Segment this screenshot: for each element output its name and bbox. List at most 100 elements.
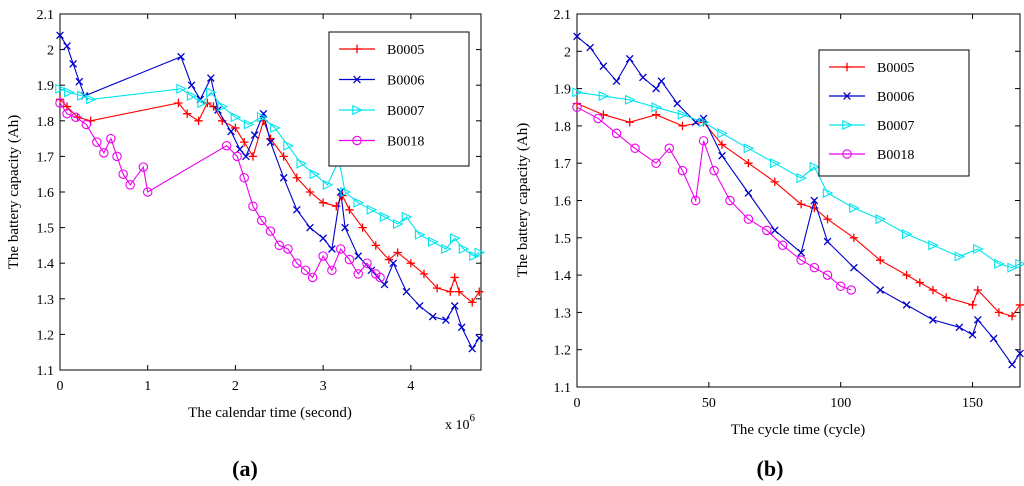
data-point: [941, 293, 951, 302]
data-point: [457, 323, 466, 332]
series-layer: [55, 31, 486, 353]
data-point: [677, 109, 689, 120]
data-point: [657, 77, 666, 85]
data-point: [187, 81, 196, 90]
data-point: [994, 258, 1005, 269]
data-point: [209, 102, 218, 111]
data-point: [259, 109, 268, 118]
data-point: [625, 54, 634, 63]
data-point: [973, 243, 984, 255]
series-line: [59, 102, 381, 279]
x-axis-multiplier-base: x 10: [445, 418, 470, 433]
data-point: [279, 173, 288, 182]
y-tick-label: 1.7: [37, 150, 55, 165]
y-axis-ticks: 1.1 1.2 1.3 1.4 1.5 1.6 1.7 1.8 1.9 2 2.1: [554, 8, 1020, 396]
series-line: [576, 106, 852, 291]
data-point: [270, 122, 281, 133]
data-point: [593, 113, 603, 124]
data-point: [265, 226, 276, 236]
data-point: [341, 223, 349, 232]
data-point: [442, 316, 450, 325]
y-axis-label: The battery capacity (Ah): [6, 115, 22, 270]
data-point: [725, 195, 735, 206]
panel-label: (b): [757, 456, 784, 481]
y-tick-label: 1.7: [554, 157, 572, 172]
data-point: [678, 121, 687, 131]
data-point: [248, 201, 258, 211]
chart-panel-a: 1.1 1.2 1.3 1.4 1.5 1.6 1.7 1.8 1.9 2 2.1 0 1 2 3 4 Th…: [6, 8, 486, 481]
y-tick-label: 1.5: [37, 222, 55, 237]
data-point: [328, 245, 336, 253]
x-axis-ticks: 0 1 2 3 4: [57, 14, 414, 394]
data-point: [414, 229, 426, 240]
data-point: [274, 240, 285, 251]
data-point: [69, 59, 78, 68]
data-point: [85, 94, 97, 105]
y-tick-label: 1.2: [554, 344, 572, 359]
data-point: [138, 162, 149, 172]
data-point: [450, 273, 459, 282]
data-point: [217, 101, 229, 112]
legend-item: B0007: [829, 119, 914, 134]
x-tick-label: 3: [320, 379, 327, 394]
data-point: [902, 270, 911, 280]
data-point: [449, 233, 461, 244]
legend-item: B0006: [829, 90, 914, 105]
data-point: [419, 269, 429, 279]
y-tick-label: 1.8: [554, 120, 572, 135]
legend-box: [818, 49, 970, 177]
data-point: [475, 287, 484, 296]
data-point: [318, 251, 328, 261]
panel-label: (a): [232, 456, 258, 481]
y-tick-label: 2.1: [554, 8, 572, 23]
data-point: [401, 211, 413, 222]
data-point: [743, 143, 755, 154]
data-point: [296, 158, 308, 169]
data-point: [973, 316, 982, 324]
legend-box: [328, 31, 470, 167]
data-point: [475, 334, 484, 342]
data-point: [55, 83, 66, 94]
series-b0006: [573, 32, 1024, 369]
data-point: [630, 143, 640, 154]
data-point: [332, 202, 341, 211]
x-axis-multiplier-exponent: 6: [470, 412, 476, 424]
data-point: [611, 128, 622, 139]
data-point: [454, 287, 464, 296]
y-tick-label: 1.1: [37, 364, 55, 379]
data-point: [292, 205, 301, 214]
series-line: [59, 99, 480, 304]
data-point: [928, 240, 939, 251]
data-point: [384, 255, 394, 264]
legend-marker: [843, 92, 851, 100]
data-point: [1007, 262, 1019, 273]
data-point: [625, 117, 634, 127]
series-line: [59, 88, 480, 257]
data-point: [112, 151, 122, 162]
data-point: [197, 97, 209, 109]
data-point: [664, 143, 675, 154]
data-point: [227, 127, 235, 136]
data-point: [174, 98, 183, 108]
data-point: [380, 280, 389, 289]
data-point: [309, 169, 321, 180]
data-point: [235, 145, 244, 154]
data-point: [221, 140, 232, 151]
data-point: [797, 248, 805, 257]
data-point: [415, 302, 424, 310]
data-point: [176, 83, 188, 94]
data-point: [392, 218, 404, 230]
data-point: [573, 32, 581, 41]
data-point: [56, 31, 64, 40]
data-point: [989, 334, 998, 343]
data-point: [458, 243, 470, 255]
y-tick-label: 1.5: [554, 232, 572, 247]
y-tick-label: 1.9: [37, 79, 55, 94]
x-axis-label: The calendar time (second): [188, 405, 352, 421]
y-tick-label: 1.4: [554, 269, 572, 284]
data-point: [239, 173, 249, 183]
data-point: [968, 300, 977, 310]
legend-marker: [353, 75, 361, 84]
legend-marker: [352, 104, 363, 116]
data-point: [698, 136, 709, 146]
